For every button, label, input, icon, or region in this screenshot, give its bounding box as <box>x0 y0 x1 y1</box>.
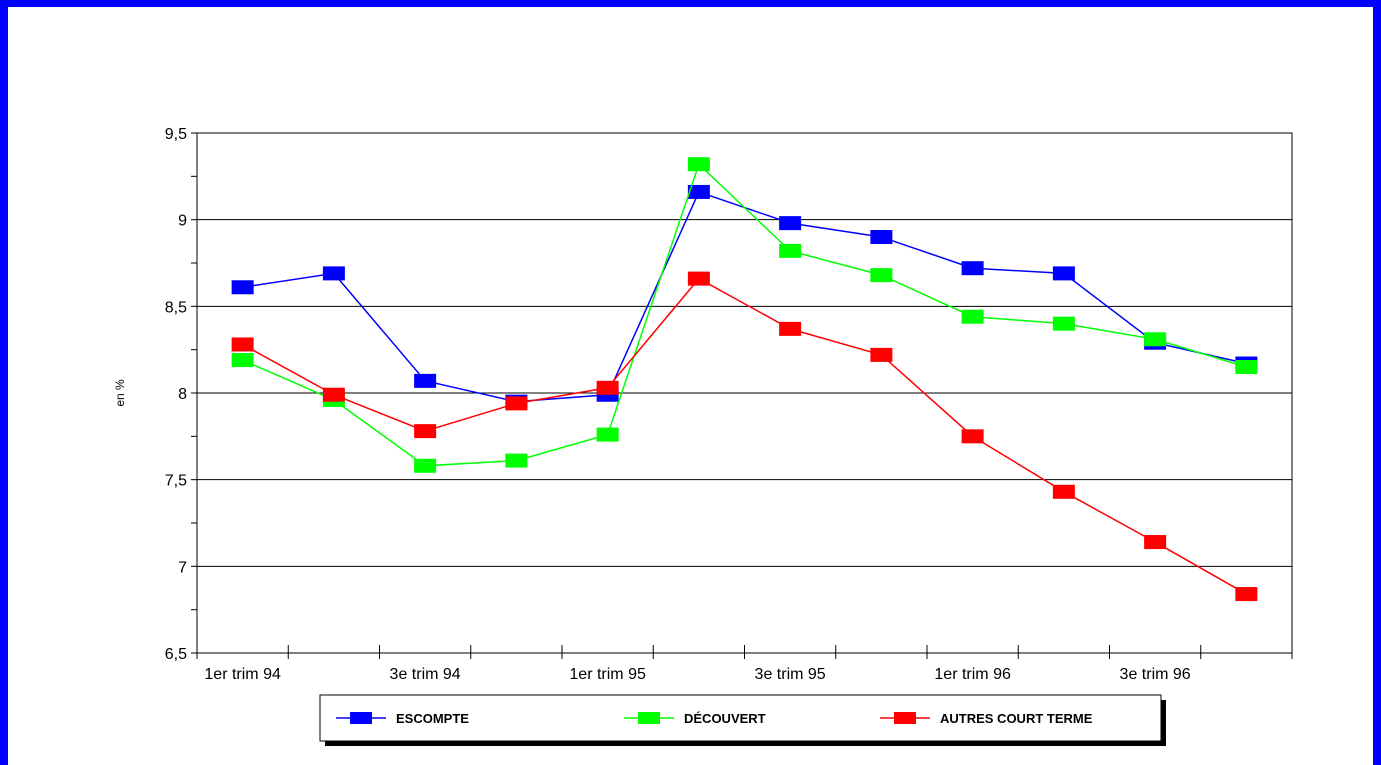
data-point-marker <box>1144 332 1167 347</box>
data-point-marker <box>779 216 802 231</box>
x-tick-label: 3e trim 95 <box>755 666 826 683</box>
data-point-marker <box>870 268 893 283</box>
data-point-marker <box>870 347 893 362</box>
legend-label: AUTRES COURT TERME <box>940 711 1093 726</box>
series-0 <box>231 184 1258 409</box>
legend: ESCOMPTE DÉCOUVERT AUTRES COURT TERME <box>319 694 1166 746</box>
data-point-marker <box>961 261 984 276</box>
series-2 <box>231 271 1258 602</box>
data-point-marker <box>231 353 254 368</box>
x-tick-label: 1er trim 95 <box>569 666 646 683</box>
series-line <box>242 162 1247 467</box>
legend-label: ESCOMPTE <box>396 711 469 726</box>
y-tick-label: 8,5 <box>165 299 187 316</box>
legend-marker <box>894 712 916 724</box>
x-tick-label: 3e trim 94 <box>390 666 461 683</box>
data-point-marker <box>687 271 710 286</box>
data-point-marker <box>870 230 893 244</box>
series-line <box>242 277 1247 595</box>
data-point-marker <box>596 380 619 395</box>
data-point-marker <box>779 243 802 258</box>
legend-label: DÉCOUVERT <box>684 711 766 726</box>
data-point-marker <box>505 453 528 468</box>
y-axis-title: en % <box>113 379 127 407</box>
data-point-marker <box>687 157 710 172</box>
series-line <box>242 191 1247 403</box>
x-tick-label: 3e trim 96 <box>1120 666 1191 683</box>
y-tick-label: 8 <box>178 386 187 403</box>
series-group <box>231 157 1258 602</box>
y-tick-label: 9 <box>178 213 187 230</box>
data-point-marker <box>596 427 619 442</box>
y-tick-label: 6,5 <box>165 646 187 663</box>
data-point-marker <box>961 429 984 444</box>
data-point-marker <box>961 309 984 324</box>
data-point-marker <box>322 266 345 281</box>
data-point-marker <box>1052 484 1075 499</box>
data-point-marker <box>414 424 437 439</box>
x-axis: 1er trim 94 3e trim 94 1er trim 95 3e trim … <box>196 645 1293 683</box>
data-point-marker <box>1052 316 1075 331</box>
data-point-marker <box>505 396 528 411</box>
legend-marker <box>350 712 372 724</box>
y-tick-label: 7,5 <box>165 473 187 490</box>
y-tick-label: 7 <box>178 559 187 576</box>
x-tick-label: 1er trim 96 <box>934 666 1011 683</box>
series-1 <box>231 157 1258 473</box>
data-point-marker <box>414 373 437 388</box>
data-point-marker <box>1235 587 1258 602</box>
data-point-marker <box>1235 360 1258 374</box>
data-point-marker <box>1144 535 1167 550</box>
legend-marker <box>638 712 660 724</box>
data-point-marker <box>231 337 254 352</box>
y-tick-label: 9,5 <box>165 126 187 143</box>
data-point-marker <box>779 321 802 336</box>
y-axis: 6,5 7 7,5 8 8,5 9 9,5 <box>165 126 197 663</box>
data-point-marker <box>687 184 710 199</box>
data-point-marker <box>322 387 345 402</box>
data-point-marker <box>231 280 254 295</box>
data-point-marker <box>414 458 437 473</box>
grid-lines <box>197 219 1292 567</box>
legend-box <box>319 694 1162 742</box>
x-tick-label: 1er trim 94 <box>204 666 281 683</box>
data-point-marker <box>1052 266 1075 281</box>
plot-area: 6,577,588,599,5 1er trim 94 3e trim 94 1er… <box>165 126 1293 683</box>
